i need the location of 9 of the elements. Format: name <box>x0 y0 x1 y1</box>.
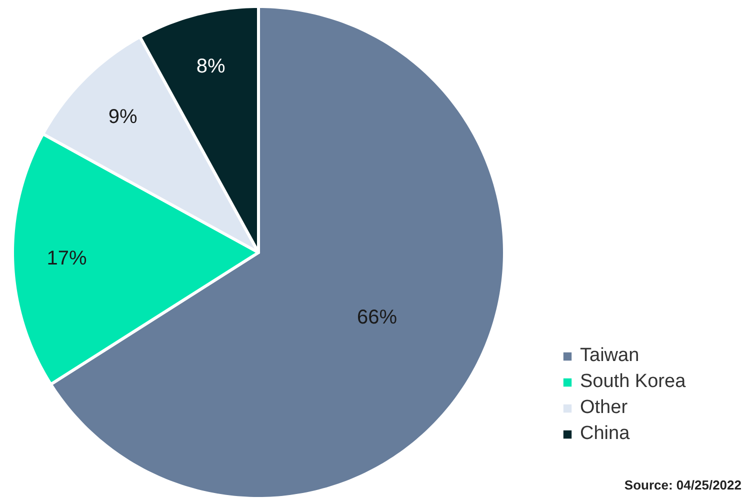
data-label: 66% <box>357 306 398 329</box>
data-label: 9% <box>108 106 138 128</box>
data-label: 17% <box>46 248 87 270</box>
legend-label: South Korea <box>580 371 686 393</box>
data-label: 8% <box>196 56 226 78</box>
source-note: Source: 04/25/2022 <box>624 478 742 492</box>
legend-label: China <box>580 423 630 445</box>
legend-label: Taiwan <box>580 345 640 367</box>
legend-label: Other <box>580 397 628 419</box>
